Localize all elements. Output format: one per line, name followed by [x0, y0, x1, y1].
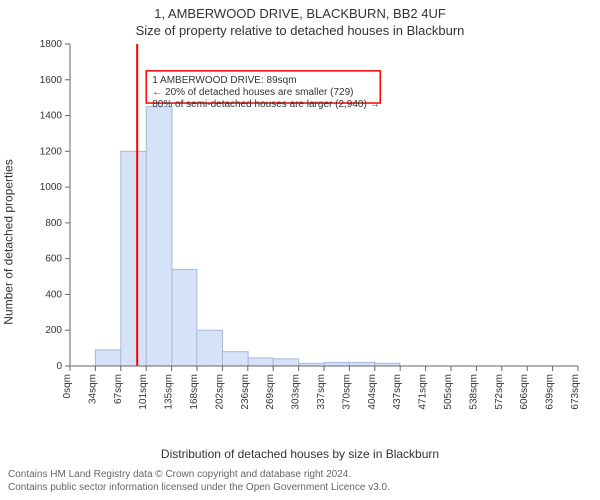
annotation-line: 80% of semi-detached houses are larger (… — [152, 99, 379, 110]
y-axis-label: Number of detached properties — [0, 38, 18, 445]
annotation-line: 1 AMBERWOOD DRIVE: 89sqm — [152, 75, 296, 86]
x-tick-label: 404sqm — [367, 374, 378, 410]
x-tick-label: 673sqm — [570, 374, 581, 410]
x-tick-label: 606sqm — [519, 374, 530, 410]
chart-title-sub: Size of property relative to detached ho… — [0, 23, 600, 38]
annotation-line: ← 20% of detached houses are smaller (72… — [152, 87, 353, 98]
x-axis-label: Distribution of detached houses by size … — [0, 447, 600, 461]
histogram-bar — [273, 359, 299, 366]
y-tick-label: 0 — [56, 361, 62, 372]
histogram-bar — [248, 358, 273, 366]
y-tick-label: 400 — [45, 289, 62, 300]
histogram-bar — [146, 107, 172, 366]
footer-attribution: Contains HM Land Registry data © Crown c… — [0, 465, 600, 500]
x-tick-label: 471sqm — [418, 374, 429, 410]
footer-line-2: Contains public sector information licen… — [8, 482, 592, 495]
x-tick-label: 370sqm — [341, 374, 352, 410]
y-tick-label: 1400 — [40, 111, 63, 122]
histogram-bar — [197, 330, 223, 366]
y-tick-label: 1800 — [40, 39, 63, 50]
x-tick-label: 67sqm — [113, 374, 124, 404]
x-tick-label: 639sqm — [545, 374, 556, 410]
histogram-bar — [349, 362, 375, 366]
footer-line-1: Contains HM Land Registry data © Crown c… — [8, 469, 592, 482]
x-tick-label: 572sqm — [494, 374, 505, 410]
x-tick-label: 303sqm — [291, 374, 302, 410]
x-tick-label: 202sqm — [214, 374, 225, 410]
x-tick-label: 0sqm — [62, 374, 73, 398]
x-tick-label: 101sqm — [138, 374, 149, 410]
chart-title-main: 1, AMBERWOOD DRIVE, BLACKBURN, BB2 4UF — [0, 6, 600, 21]
y-tick-label: 1200 — [40, 146, 63, 157]
histogram-svg: 0 200 400 600 800 1000 1200 1400 1600 1800 0sqm 34s… — [18, 38, 588, 418]
histogram-bar — [324, 362, 349, 366]
x-tick-label: 437sqm — [392, 374, 403, 410]
histogram-bar — [95, 350, 120, 366]
histogram-bar — [121, 151, 146, 366]
x-tick-label: 538sqm — [468, 374, 479, 410]
y-tick-label: 600 — [45, 254, 62, 265]
y-tick-label: 800 — [45, 218, 62, 229]
x-tick-label: 269sqm — [265, 374, 276, 410]
y-tick-label: 200 — [45, 325, 62, 336]
x-tick-label: 236sqm — [240, 374, 251, 410]
x-tick-label: 505sqm — [443, 374, 454, 410]
histogram-bar — [222, 352, 248, 366]
histogram-bar — [172, 269, 197, 366]
x-tick-label: 337sqm — [316, 374, 327, 410]
y-tick-label: 1600 — [40, 75, 63, 86]
chart-area: 0 200 400 600 800 1000 1200 1400 1600 1800 0sqm 34s… — [18, 38, 600, 445]
x-tick-label: 135sqm — [164, 374, 175, 410]
y-tick-label: 1000 — [40, 182, 63, 193]
x-tick-label: 34sqm — [87, 374, 98, 404]
x-tick-label: 168sqm — [189, 374, 200, 410]
